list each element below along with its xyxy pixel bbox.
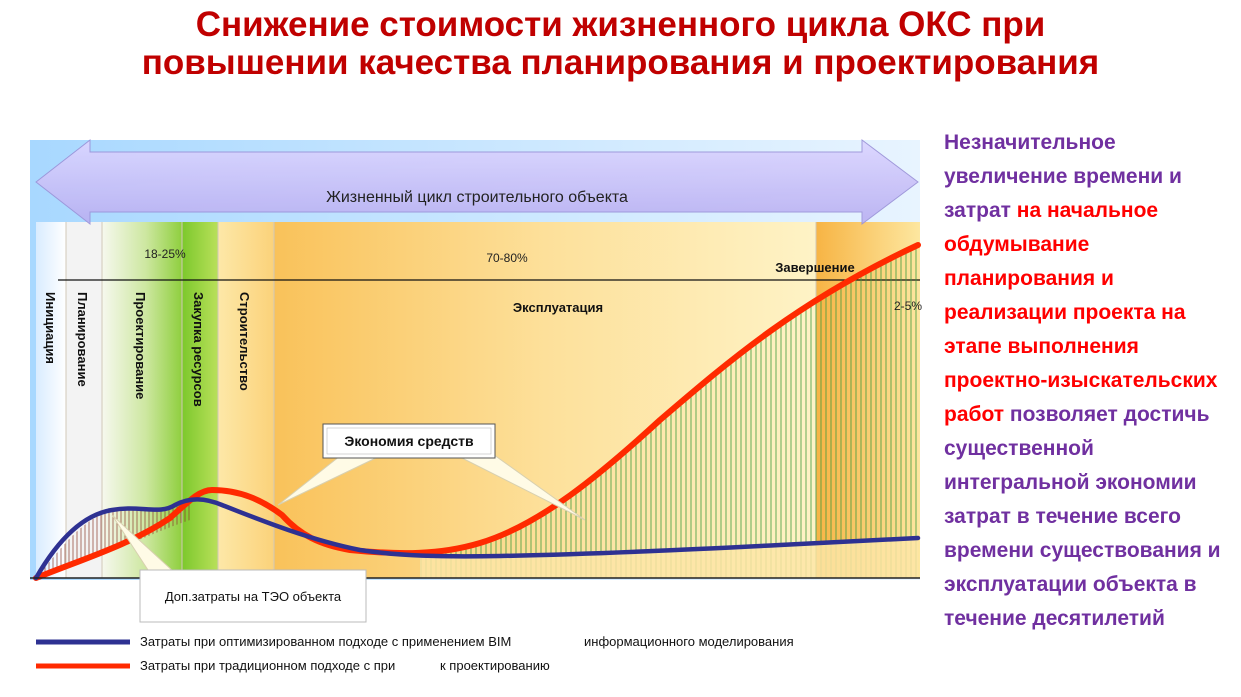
percent-completion: 2-5% (894, 299, 922, 313)
extra-cost-callout-box (139, 569, 367, 623)
band-initiation (36, 222, 66, 578)
band-construction (218, 222, 274, 578)
phase-label-operation: Эксплуатация (513, 300, 603, 315)
savings-callout-inner (326, 427, 492, 455)
bim-cost-curve (33, 497, 921, 581)
legend-label-bim-b: информационного моделирования (584, 634, 794, 649)
lifecycle-diagram: Жизненный цикл строительного объекта 18-… (30, 138, 922, 673)
slide-title: Снижение стоимости жизненного цикла ОКС … (0, 6, 1241, 82)
phase-label-planning: Планирование (75, 292, 90, 387)
slide-title-line2: повышении качества планирования и проект… (141, 43, 1100, 82)
legend: Затраты при оптимизированном подходе с п… (36, 634, 794, 673)
legend-label-traditional-a: Затраты при традиционном подходе с при (140, 658, 395, 673)
side-text-part3: позволяет достичь существенной интеграль… (944, 403, 1221, 630)
phase-label-design: Проектирование (133, 292, 148, 399)
lifecycle-arrow-label: Жизненный цикл строительного объекта (326, 189, 628, 206)
slide-title-line1: Снижение стоимости жизненного цикла ОКС … (195, 5, 1046, 44)
phase-label-completion: Завершение (775, 260, 855, 275)
side-text-part2: на начальное обдумывание планирования и … (944, 199, 1218, 426)
below-blue-fill (420, 538, 918, 578)
legend-label-traditional-b: к проектированию (440, 658, 550, 673)
extra-cost-hatch-area (36, 500, 190, 578)
phase-label-initiation: Инициация (43, 292, 58, 364)
percent-design: 18-25% (144, 247, 186, 261)
phase-label-procurement: Закупка ресурсов (191, 292, 206, 407)
phase-label-construction: Строительство (237, 292, 252, 391)
side-text-part1: Незначительное увеличение времени и затр… (944, 131, 1182, 222)
extra-cost-callout-label: Доп.затраты на ТЭО объекта (165, 589, 342, 604)
lifecycle-arrow (35, 138, 919, 226)
side-explanation-text: Незначительное увеличение времени и затр… (944, 126, 1241, 636)
legend-label-bim-a: Затраты при оптимизированном подходе с п… (140, 634, 511, 649)
percent-operation: 70-80% (486, 251, 528, 265)
savings-callout-label: Экономия средств (344, 433, 474, 449)
savings-callout-box (322, 423, 496, 459)
